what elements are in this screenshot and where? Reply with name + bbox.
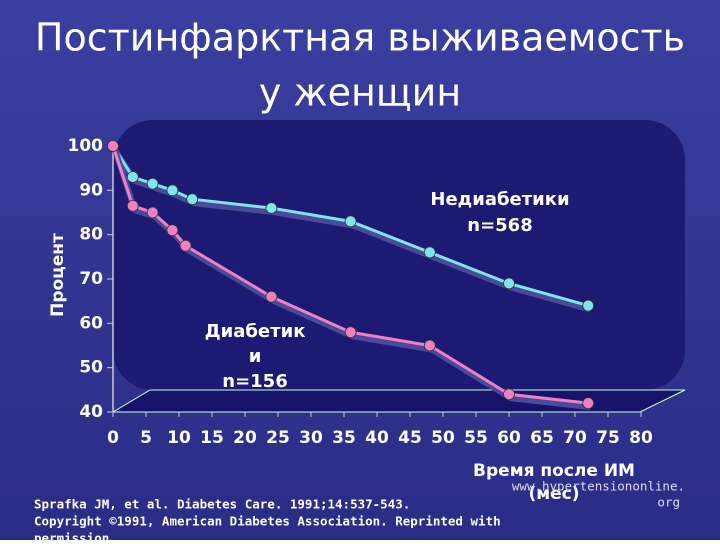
annotation: n=156: [222, 371, 287, 392]
x-tick-label: 15: [200, 428, 224, 448]
x-tick-label: 80: [629, 428, 653, 448]
data-point: [166, 184, 179, 197]
source-url: org: [657, 495, 680, 510]
footer: Copyright ©1991, American Diabetes Assoc…: [34, 514, 501, 529]
annotation: и: [249, 346, 262, 367]
x-tick-label: 60: [497, 428, 521, 448]
data-point: [166, 224, 179, 237]
y-axis-label: Процент: [48, 233, 68, 317]
x-axis-label: (мес): [528, 484, 579, 504]
y-tick-label: 100: [68, 136, 104, 156]
x-tick-label: 25: [266, 428, 290, 448]
x-tick-label: 10: [167, 428, 191, 448]
y-tick-label: 70: [79, 269, 103, 289]
annotation: n=568: [467, 215, 532, 236]
chart-title: у женщин: [259, 71, 461, 115]
data-point: [344, 326, 357, 339]
data-point: [423, 246, 436, 259]
x-tick-label: 35: [332, 428, 356, 448]
x-tick-label: 65: [530, 428, 554, 448]
data-point: [126, 171, 139, 183]
x-tick-label: 45: [398, 428, 422, 448]
x-tick-label: 50: [431, 428, 455, 448]
x-tick-label: 55: [464, 428, 488, 448]
footer: Sprafka JM, et al. Diabetes Care. 1991;1…: [34, 497, 410, 512]
y-tick-label: 90: [79, 180, 103, 200]
x-tick-label: 30: [299, 428, 323, 448]
data-point: [265, 202, 278, 214]
data-point: [265, 290, 278, 303]
y-tick-label: 60: [79, 313, 103, 333]
data-point: [344, 215, 357, 228]
series-line: [111, 145, 589, 308]
x-tick-label: 5: [140, 428, 152, 448]
series-line-shadow: [112, 149, 591, 411]
plot-area: [113, 120, 685, 390]
annotation: Недиабетики: [430, 189, 569, 210]
annotation: Диабетик: [205, 321, 306, 342]
data-point: [107, 140, 119, 152]
data-point: [146, 177, 159, 190]
x-tick-label: 0: [107, 428, 119, 448]
y-tick-label: 40: [79, 402, 103, 422]
data-point: [179, 239, 192, 252]
x-axis-label: Время после ИМ: [473, 461, 635, 481]
data-point: [503, 277, 515, 290]
data-point: [503, 388, 515, 401]
x-tick-label: 40: [365, 428, 389, 448]
y-tick-label: 80: [79, 225, 103, 245]
chart-title: Постинфарктная выживаемость: [35, 16, 685, 60]
series-line-shadow: [112, 148, 592, 313]
x-tick-label: 75: [596, 428, 620, 448]
data-point: [582, 397, 595, 410]
x-tick-label: 70: [563, 428, 587, 448]
source-url: www.hypertensiononline.: [512, 479, 685, 494]
y-tick-label: 50: [79, 358, 103, 378]
plot-floor: [111, 389, 686, 413]
series-line: [111, 145, 589, 405]
data-point: [423, 339, 436, 352]
data-point: [582, 299, 595, 312]
data-point: [126, 199, 139, 212]
x-tick-label: 20: [233, 428, 257, 448]
data-point: [146, 206, 159, 219]
footer: permission.: [34, 531, 117, 541]
data-point: [186, 193, 199, 206]
